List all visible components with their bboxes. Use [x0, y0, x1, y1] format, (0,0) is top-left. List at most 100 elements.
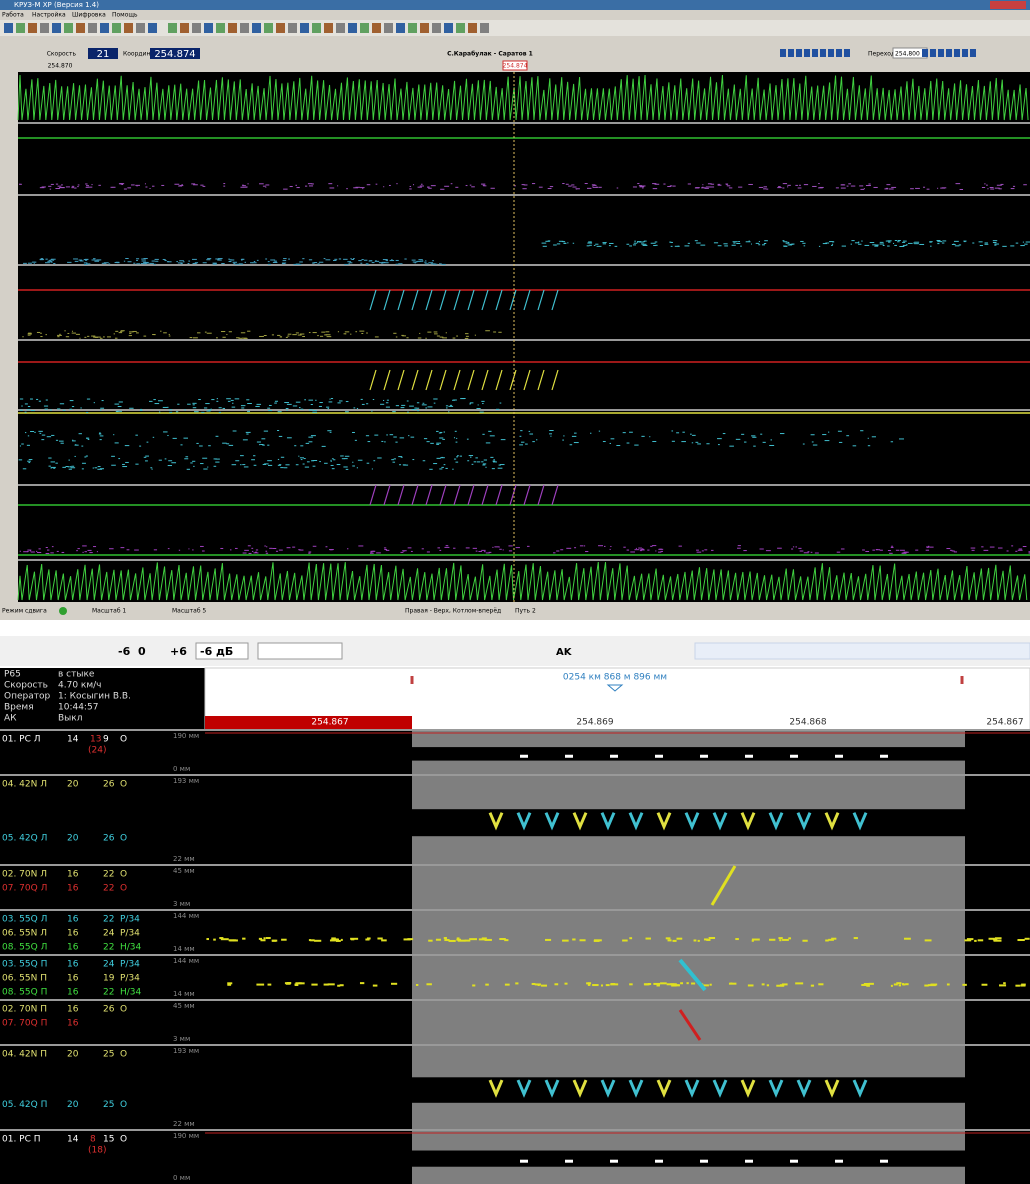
channel-mode: Р/34 — [120, 974, 140, 984]
echo-dot — [120, 330, 125, 332]
echo-dot — [897, 240, 901, 242]
echo-dot — [626, 243, 630, 245]
echo-dot — [125, 461, 129, 463]
echo-dot — [709, 186, 715, 188]
row-left — [205, 730, 412, 775]
echo-dot — [536, 439, 538, 441]
echo-dot — [449, 404, 452, 406]
echo-dot — [453, 458, 457, 460]
echo-dot — [937, 241, 943, 243]
echo-dot — [861, 240, 863, 242]
echo-dot — [345, 401, 349, 403]
channel-b: 26 — [103, 780, 115, 790]
echo-dot — [153, 334, 156, 336]
row-left — [205, 1000, 412, 1045]
echo-dot — [832, 241, 835, 243]
echo-mark — [628, 1079, 644, 1098]
echo-dot — [455, 186, 459, 188]
combo[interactable] — [257, 642, 343, 660]
echo-dot — [28, 459, 33, 461]
echo-dot — [440, 457, 445, 459]
echo-dot — [781, 983, 788, 986]
echo-dot — [327, 983, 335, 986]
echo-dot — [942, 240, 947, 242]
echo-dot — [704, 187, 709, 189]
echo-dot — [128, 335, 132, 337]
nav-icon — [780, 49, 786, 57]
echo-dot — [327, 408, 330, 410]
echo-dot — [222, 442, 227, 444]
echo-dot — [388, 184, 391, 186]
echo-dot — [59, 403, 65, 405]
echo-dot — [629, 431, 633, 433]
echo-dot — [459, 455, 463, 457]
echo-dot — [190, 462, 193, 464]
echo-dot — [851, 240, 855, 242]
echo-dot — [608, 245, 611, 247]
channel-b: 9 — [103, 735, 109, 745]
echo-dot — [769, 938, 776, 941]
slope — [678, 1009, 702, 1041]
echo-dot — [897, 241, 900, 243]
echo-dot — [810, 434, 815, 436]
echo-dot — [344, 455, 350, 457]
echo-dot — [424, 263, 429, 265]
echo-dot — [905, 983, 909, 986]
echo-dot — [777, 547, 782, 549]
echo-dot — [532, 441, 535, 443]
echo-dot — [498, 331, 502, 333]
echo-dot — [818, 983, 824, 986]
echo-slash — [523, 369, 531, 391]
echo-dot — [313, 410, 317, 412]
tool-icon — [360, 23, 369, 33]
echo-dot — [62, 409, 66, 411]
echo-dot — [1022, 546, 1027, 548]
echo-dot — [791, 548, 794, 550]
echo-dot — [360, 187, 365, 189]
echo-dot — [311, 460, 315, 462]
echo-dot — [283, 258, 287, 260]
tool-icon — [112, 23, 121, 33]
echo-slash — [453, 369, 461, 391]
echo-dot — [277, 334, 281, 336]
echo-dot — [731, 244, 736, 246]
echo-dot — [375, 183, 378, 185]
echo-dot — [74, 260, 79, 262]
echo-dot — [499, 402, 502, 404]
echo-dot — [954, 245, 960, 247]
echo-dot — [443, 464, 446, 466]
echo-dot — [94, 467, 98, 469]
echo-slash — [411, 289, 419, 311]
echo-dot — [235, 460, 240, 462]
echo-dot — [71, 332, 76, 334]
echo-dot — [299, 457, 304, 459]
echo-mark — [572, 812, 588, 831]
echo-dot — [167, 435, 169, 437]
echo-dot — [208, 409, 212, 411]
echo-dot — [884, 188, 889, 190]
echo-dot — [192, 460, 196, 462]
echo-dot — [268, 410, 273, 412]
echo-dot — [324, 462, 328, 464]
echo-dot — [671, 440, 675, 442]
echo-dot — [266, 546, 268, 548]
echo-dot — [144, 183, 146, 185]
echo-slash — [495, 289, 503, 311]
echo-dot — [385, 260, 389, 262]
echo-dot — [176, 261, 178, 263]
channel-name: 04. 42N П — [2, 1050, 47, 1060]
echo-dot — [122, 463, 125, 465]
echo-dot — [520, 1159, 528, 1163]
gain-select[interactable] — [195, 642, 249, 660]
row-labels — [0, 865, 170, 910]
echo-dot — [850, 185, 856, 187]
tool-icon — [324, 23, 333, 33]
echo-dot — [28, 462, 31, 464]
echo-dot — [250, 262, 254, 264]
close-button[interactable] — [990, 1, 1026, 9]
echo-dot — [330, 398, 334, 400]
echo-dot — [636, 241, 642, 243]
echo-dot — [240, 332, 246, 334]
echo-dot — [879, 241, 884, 243]
echo-dot — [456, 938, 461, 941]
